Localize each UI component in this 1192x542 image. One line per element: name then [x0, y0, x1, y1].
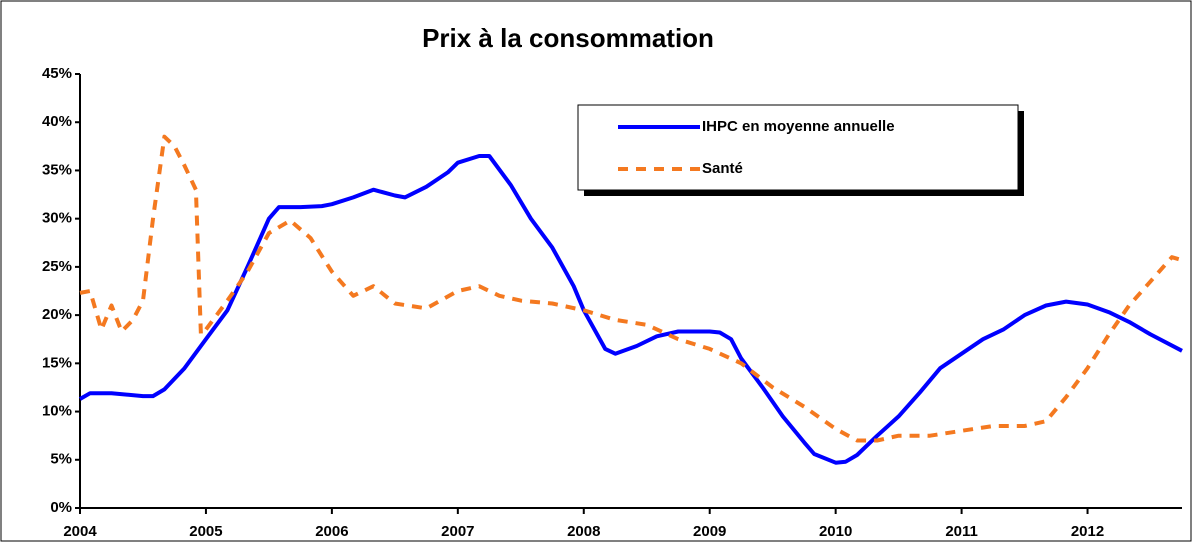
legend-box [577, 104, 1019, 191]
series-line [79, 154, 1183, 465]
y-tick-label: 0% [50, 499, 72, 516]
legend-label: IHPC en moyenne annuelle [702, 118, 895, 135]
x-tick-label: 2006 [315, 523, 348, 540]
series-line [79, 134, 1183, 443]
y-tick-label: 40% [42, 113, 72, 130]
x-tick-label: 2009 [693, 523, 726, 540]
x-tick-label: 2008 [567, 523, 600, 540]
x-tick-label: 2005 [189, 523, 222, 540]
chart-title: Prix à la consommation [422, 23, 714, 53]
x-tick-label: 2010 [819, 523, 852, 540]
x-tick-label: 2004 [63, 523, 97, 540]
y-tick-label: 35% [42, 161, 72, 178]
x-tick-label: 2007 [441, 523, 474, 540]
x-tick-label: 2011 [945, 523, 978, 540]
y-tick-label: 15% [42, 354, 72, 371]
y-tick-label: 25% [42, 258, 72, 275]
y-tick-label: 20% [42, 306, 72, 323]
y-tick-label: 45% [42, 65, 72, 82]
y-tick-label: 5% [50, 451, 72, 468]
legend-label: Santé [702, 160, 743, 177]
x-tick-label: 2012 [1071, 523, 1104, 540]
y-tick-label: 10% [42, 403, 72, 420]
y-tick-label: 30% [42, 210, 72, 227]
